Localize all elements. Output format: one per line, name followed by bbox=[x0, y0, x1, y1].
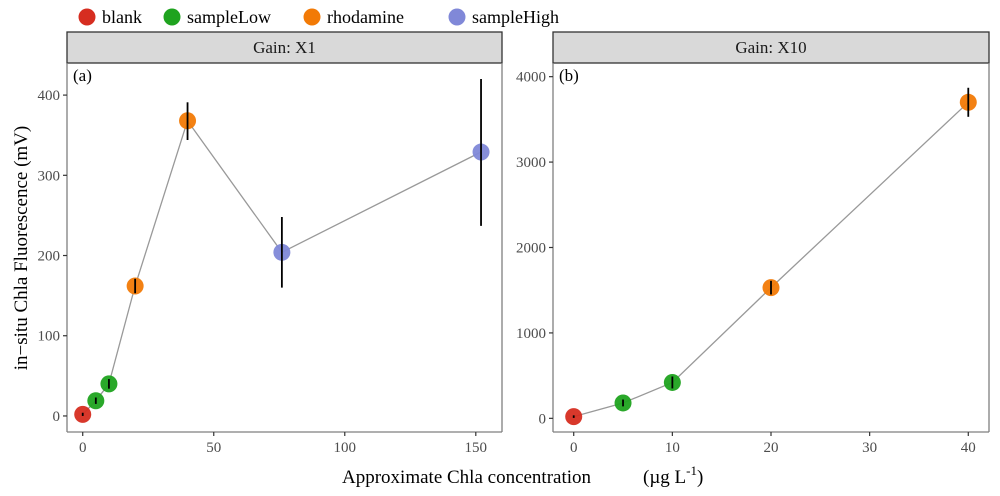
y-tick-label: 2000 bbox=[516, 241, 546, 257]
y-tick-label: 0 bbox=[539, 411, 547, 427]
legend-label-sampleLow: sampleLow bbox=[187, 7, 271, 27]
y-tick-label: 0 bbox=[53, 409, 61, 425]
y-tick-label: 3000 bbox=[516, 155, 546, 171]
y-tick-label: 300 bbox=[38, 168, 61, 184]
x-tick-label: 100 bbox=[334, 440, 357, 456]
facet-strip-label: Gain: X10 bbox=[735, 38, 806, 57]
legend-label-blank: blank bbox=[102, 7, 142, 27]
x-tick-label: 0 bbox=[79, 440, 87, 456]
y-tick-label: 4000 bbox=[516, 70, 546, 86]
x-axis-units: (µg L-1) bbox=[643, 463, 703, 488]
facet-strip bbox=[66, 31, 503, 64]
panel-tag: (a) bbox=[73, 66, 92, 85]
x-tick-label: 150 bbox=[465, 440, 488, 456]
legend-key-sampleLow bbox=[163, 8, 181, 26]
facet-strip-label: Gain: X1 bbox=[253, 38, 316, 57]
legend-label-sampleHigh: sampleHigh bbox=[472, 7, 559, 27]
x-tick-label: 10 bbox=[665, 440, 680, 456]
legend-key-sampleHigh bbox=[448, 8, 466, 26]
legend-label-rhodamine: rhodamine bbox=[327, 7, 404, 27]
series-line bbox=[573, 101, 969, 418]
panel-tag: (b) bbox=[559, 66, 579, 85]
panel-gain-x1: Gain: X1 (a) 0 100 200 300 400 0 50 100 150 bbox=[38, 31, 503, 456]
x-tick-label: 20 bbox=[764, 440, 779, 456]
x-tick-label: 30 bbox=[862, 440, 877, 456]
y-tick-label: 400 bbox=[38, 88, 61, 104]
y-tick-label: 1000 bbox=[516, 326, 546, 342]
x-tick-label: 40 bbox=[961, 440, 976, 456]
y-tick-label: 100 bbox=[38, 329, 61, 345]
y-axis-title: in−situ Chla Fluorescence (mV) bbox=[11, 126, 32, 370]
legend-key-blank bbox=[78, 8, 96, 26]
x-axis-title: Approximate Chla concentration bbox=[342, 467, 592, 488]
legend-key-rhodamine bbox=[303, 8, 321, 26]
x-axis-units-close: ) bbox=[697, 467, 703, 488]
legend: blank sampleLow rhodamine sampleHigh bbox=[78, 7, 559, 27]
panel-gain-x10: Gain: X10 (b) 0 1000 2000 3000 4000 0 10 20 30 40 bbox=[516, 31, 990, 456]
y-tick-label: 200 bbox=[38, 249, 61, 265]
x-axis-units-sup: -1 bbox=[686, 463, 697, 478]
facet-strip bbox=[552, 31, 990, 64]
x-tick-label: 0 bbox=[570, 440, 578, 456]
x-axis-units-open: (µg L bbox=[643, 467, 686, 488]
x-tick-label: 50 bbox=[206, 440, 221, 456]
